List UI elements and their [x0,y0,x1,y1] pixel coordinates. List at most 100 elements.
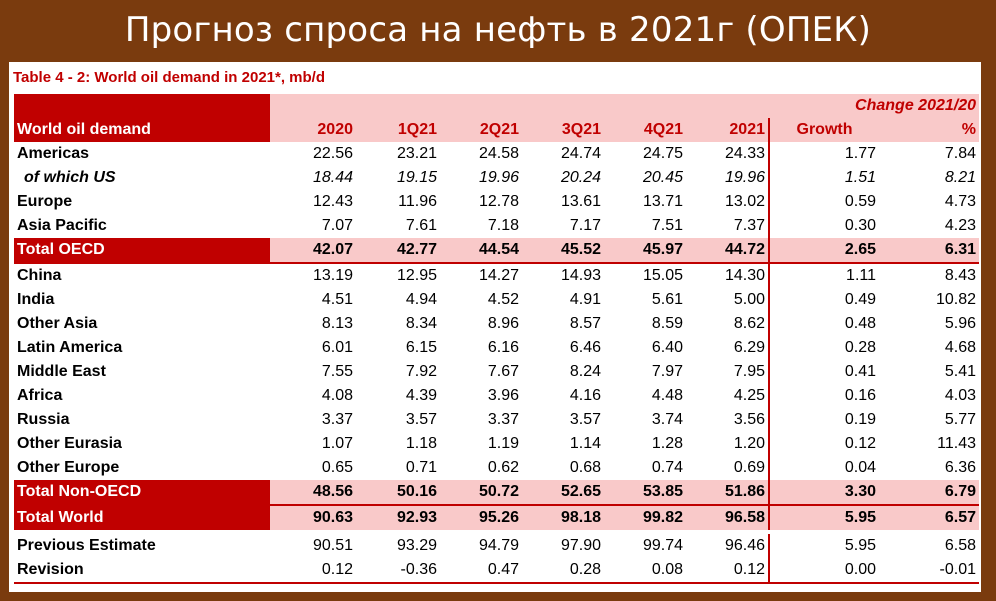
cell-value: 13.61 [560,193,601,210]
cell-value: 14.30 [686,263,770,288]
cell-value: -0.36 [356,558,440,584]
cell-value: 19.15 [396,169,437,186]
column-header-3q21: 3Q21 [522,118,604,142]
cell-value: 14.93 [560,267,601,284]
cell-value: 24.75 [642,145,683,162]
cell-value: 0.41 [844,363,876,380]
cell-value: 0.08 [604,558,686,584]
row-label: Total OECD [14,238,270,264]
cell-value: 51.86 [686,480,770,506]
cell-value: 4.08 [321,387,353,404]
cell-value: 0.04 [844,459,876,476]
column-header-2q21: 2Q21 [440,118,522,142]
cell-value: 13.71 [642,193,683,210]
row-label: Latin America [17,339,123,356]
table-row: Total World 90.63 92.93 95.26 98.18 99.82 96.5… [14,504,979,534]
cell-value: 6.29 [686,336,770,360]
cell-value: 4.16 [569,387,601,404]
cell-value: 3.74 [651,411,683,428]
cell-value: 10.82 [935,291,976,308]
cell-value: 1.07 [321,435,353,452]
cell-value: 6.40 [651,339,683,356]
cell-value: 0.68 [569,459,601,476]
row-label: India [17,291,55,308]
cell-value: 0.47 [440,558,522,584]
cell-value: 0.19 [844,411,876,428]
cell-value: 42.07 [270,238,356,264]
cell-value: 7.95 [686,360,770,384]
table-row: Other Europe 0.65 0.71 0.62 0.68 0.74 0.69 0.04… [14,456,979,480]
cell-value: 3.37 [321,411,353,428]
cell-value: 24.74 [560,145,601,162]
cell-value: 4.91 [569,291,601,308]
cell-value: 1.19 [487,435,519,452]
cell-value: 0.00 [769,558,879,584]
cell-value: 1.11 [846,267,876,284]
cell-value: 0.71 [405,459,437,476]
cell-value: 7.55 [321,363,353,380]
cell-value: 11.96 [398,193,437,210]
cell-value: 6.16 [487,339,519,356]
cell-value: 6.01 [321,339,353,356]
cell-value: 7.51 [651,217,683,234]
banner-title: Прогноз спроса на нефть в 2021г (ОПЕК) [124,10,872,50]
column-header-1q21: 1Q21 [356,118,440,142]
table-row: Americas 22.56 23.21 24.58 24.74 24.75 24.33 1.… [14,142,979,166]
table-row: Middle East 7.55 7.92 7.67 8.24 7.97 7.95 0.41 5… [14,360,979,384]
cell-value: 1.20 [686,432,770,456]
cell-value: 6.31 [879,238,979,264]
cell-value: 45.52 [522,238,604,264]
cell-value: 53.85 [604,480,686,506]
cell-value: 42.77 [356,238,440,264]
cell-value: 7.07 [321,217,353,234]
cell-value: 12.95 [396,267,437,284]
cell-value: 5.61 [651,291,683,308]
cell-value: 5.95 [769,530,879,558]
cell-value: 92.93 [356,504,440,534]
cell-value: 0.65 [321,459,353,476]
cell-value: 0.69 [686,456,770,480]
cell-value: 5.96 [944,315,976,332]
cell-value: 45.97 [604,238,686,264]
cell-value: 44.72 [686,238,770,264]
column-header-4q21: 4Q21 [604,118,686,142]
cell-value: 2.65 [769,238,879,264]
row-label: Africa [17,387,63,404]
column-header-label: World oil demand [14,94,270,142]
cell-value: 0.16 [844,387,876,404]
cell-value: 1.14 [569,435,601,452]
cell-value: 7.97 [651,363,683,380]
cell-value: 4.51 [321,291,353,308]
cell-value: 90.51 [270,530,356,558]
row-label: Revision [14,558,270,584]
row-label: Russia [17,411,70,428]
table-row: China 13.19 12.95 14.27 14.93 15.05 14.30 1.11 8… [14,263,979,288]
cell-value: 4.52 [487,291,519,308]
cell-value: 11.43 [937,435,976,452]
cell-value: 15.05 [642,267,683,284]
cell-value: 8.13 [321,315,353,332]
row-label: Other Asia [17,315,98,332]
cell-value: 13.02 [686,190,770,214]
row-label: Total World [14,504,270,534]
table-row: India 4.51 4.94 4.52 4.91 5.61 5.00 0.49 10.82 [14,288,979,312]
cell-value: 19.96 [478,169,519,186]
cell-value: 5.77 [944,411,976,428]
cell-value: 0.12 [686,558,770,584]
table-row: Africa 4.08 4.39 3.96 4.16 4.48 4.25 0.16 4.03 [14,384,979,408]
table-row: Previous Estimate 90.51 93.29 94.79 97.90 99.… [14,530,979,558]
row-label: Previous Estimate [14,530,270,558]
cell-value: 8.59 [651,315,683,332]
header-row: 2020 1Q21 2Q21 3Q21 4Q21 2021 Growth % [14,118,979,142]
cell-value: 7.61 [405,217,437,234]
cell-value: 5.00 [686,288,770,312]
cell-value: 18.44 [312,169,353,186]
cell-value: 19.96 [686,166,770,190]
table-row: Total OECD 42.07 42.77 44.54 45.52 45.97 44.72… [14,238,979,264]
cell-value: 3.56 [686,408,770,432]
cell-value: 3.57 [405,411,437,428]
table-row: Total Non-OECD 48.56 50.16 50.72 52.65 53.85 5… [14,480,979,506]
row-label: Total Non-OECD [14,480,270,506]
cell-value: 3.37 [487,411,519,428]
cell-value: 6.46 [569,339,601,356]
